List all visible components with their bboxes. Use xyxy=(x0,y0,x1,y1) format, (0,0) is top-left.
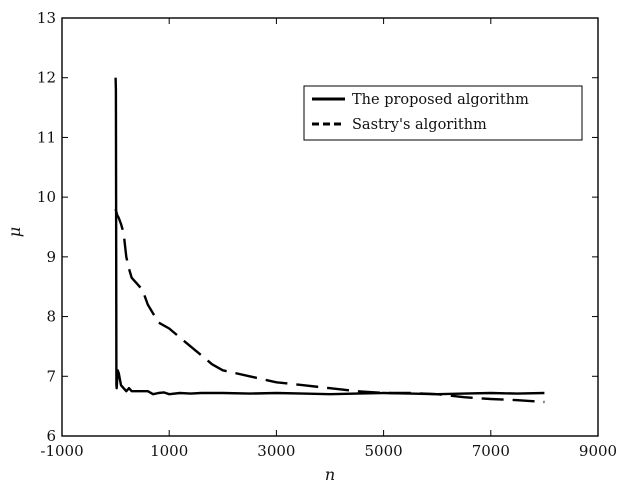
y-tick-label: 12 xyxy=(37,69,56,87)
x-axis-label: n xyxy=(325,465,335,484)
y-tick-label: 7 xyxy=(46,367,56,385)
y-tick-label: 6 xyxy=(46,427,56,445)
x-tick-label: 7000 xyxy=(472,442,510,460)
y-tick-label: 9 xyxy=(46,248,56,266)
x-tick-label: -1000 xyxy=(40,442,83,460)
y-tick-label: 11 xyxy=(37,128,56,146)
series-line-sastry xyxy=(114,208,545,404)
x-tick-label: 1000 xyxy=(150,442,188,460)
plot-frame xyxy=(61,17,599,437)
x-tick-label: 3000 xyxy=(257,442,295,460)
legend: The proposed algorithm Sastry's algorith… xyxy=(303,85,583,141)
y-tick-label: 13 xyxy=(37,9,56,27)
legend-label-sastry: Sastry's algorithm xyxy=(352,117,487,133)
series-layer xyxy=(114,77,545,404)
y-axis-label: μ xyxy=(5,227,24,237)
legend-box xyxy=(303,85,583,141)
axis-ticks: -1000 1000 3000 5000 7000 9000 6 7 8 9 10 11 12 13 xyxy=(37,9,617,460)
x-tick-label: 9000 xyxy=(579,442,617,460)
legend-label-proposed: The proposed algorithm xyxy=(352,92,529,108)
y-tick-label: 10 xyxy=(37,188,56,206)
x-tick-label: 5000 xyxy=(365,442,403,460)
y-tick-label: 8 xyxy=(46,308,56,326)
